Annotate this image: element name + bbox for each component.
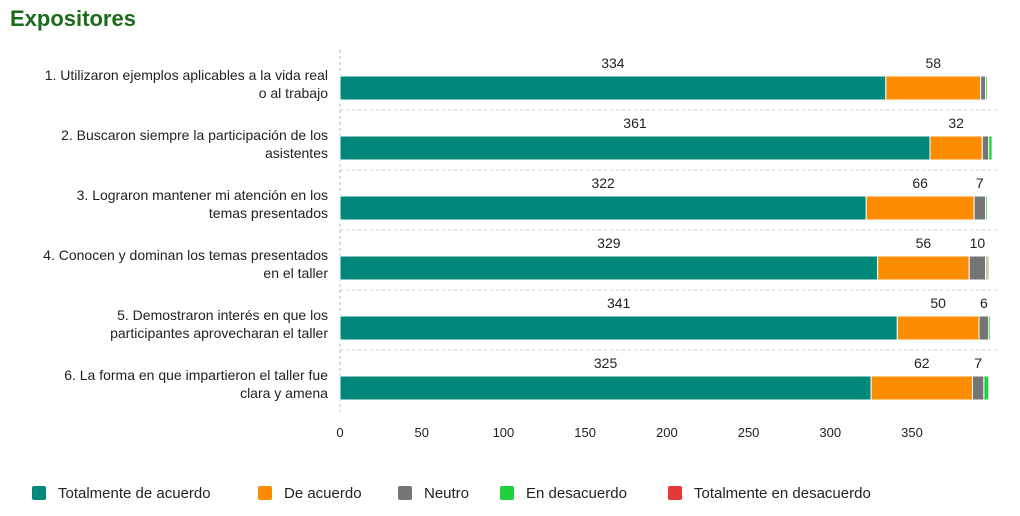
legend-label: De acuerdo xyxy=(284,485,362,502)
data-label: 50 xyxy=(930,295,946,311)
data-label: 10 xyxy=(970,235,986,251)
bar-segment xyxy=(988,135,993,161)
bar-segment xyxy=(973,195,987,221)
data-label: 7 xyxy=(974,355,982,371)
bar-segment xyxy=(339,135,931,161)
bar-segment xyxy=(968,255,987,281)
category-label: asistentes xyxy=(265,145,328,161)
bar-segment xyxy=(885,75,982,101)
data-label: 322 xyxy=(591,175,615,191)
bar-segment xyxy=(339,315,898,341)
bar-segment xyxy=(865,195,975,221)
data-label: 341 xyxy=(607,295,631,311)
bar-segment xyxy=(985,75,988,101)
legend-label: Totalmente en desacuerdo xyxy=(694,485,871,502)
category-label: clara y amena xyxy=(240,385,328,401)
x-tick-label: 50 xyxy=(414,425,428,440)
legend-label: En desacuerdo xyxy=(526,485,627,502)
bar-segment xyxy=(339,195,867,221)
x-tick-label: 200 xyxy=(656,425,678,440)
bar-segment xyxy=(986,255,990,281)
chart-title: Expositores xyxy=(10,6,136,31)
bar-segment xyxy=(339,375,872,401)
data-label: 32 xyxy=(948,115,964,131)
data-label: 62 xyxy=(914,355,930,371)
x-tick-label: 150 xyxy=(574,425,596,440)
category-label: o al trabajo xyxy=(259,85,328,101)
data-label: 66 xyxy=(912,175,928,191)
bar-segment xyxy=(339,255,879,281)
data-label: 325 xyxy=(594,355,618,371)
category-label: participantes aprovecharan el taller xyxy=(110,325,328,341)
x-tick-label: 0 xyxy=(336,425,343,440)
bar-segment xyxy=(870,375,973,401)
bar-segment xyxy=(339,75,887,101)
category-label: 1. Utilizaron ejemplos aplicables a la v… xyxy=(45,67,328,83)
legend-label: Totalmente de acuerdo xyxy=(58,485,211,502)
bar-segment xyxy=(971,375,985,401)
bar-segment xyxy=(980,75,987,101)
data-label: 361 xyxy=(623,115,647,131)
bar-segment xyxy=(985,195,988,221)
data-label: 6 xyxy=(980,295,988,311)
bar-segment xyxy=(877,255,970,281)
legend-swatch xyxy=(668,486,682,500)
data-label: 7 xyxy=(976,175,984,191)
bar-segment xyxy=(988,315,991,341)
bar-segment xyxy=(978,315,990,341)
legend-swatch xyxy=(258,486,272,500)
x-tick-label: 100 xyxy=(493,425,515,440)
bar-segment xyxy=(896,315,980,341)
category-label: 5. Demostraron interés en que los xyxy=(117,307,328,323)
x-tick-label: 350 xyxy=(901,425,923,440)
bar-segment xyxy=(929,135,983,161)
x-tick-label: 300 xyxy=(819,425,841,440)
category-label: en el taller xyxy=(263,265,328,281)
data-label: 334 xyxy=(601,55,625,71)
data-label: 329 xyxy=(597,235,621,251)
category-label: temas presentados xyxy=(209,205,328,221)
bar-segment xyxy=(983,375,990,401)
category-label: 2. Buscaron siempre la participación de … xyxy=(61,127,328,143)
legend-swatch xyxy=(32,486,46,500)
data-label: 56 xyxy=(916,235,932,251)
legend-swatch xyxy=(500,486,514,500)
x-tick-label: 250 xyxy=(738,425,760,440)
category-label: 3. Lograron mantener mi atención en los xyxy=(77,187,328,203)
bar-segment xyxy=(981,135,990,161)
category-label: 6. La forma en que impartieron el taller… xyxy=(64,367,328,383)
category-label: 4. Conocen y dominan los temas presentad… xyxy=(43,247,328,263)
legend-label: Neutro xyxy=(424,485,469,502)
data-label: 58 xyxy=(925,55,941,71)
legend-swatch xyxy=(398,486,412,500)
